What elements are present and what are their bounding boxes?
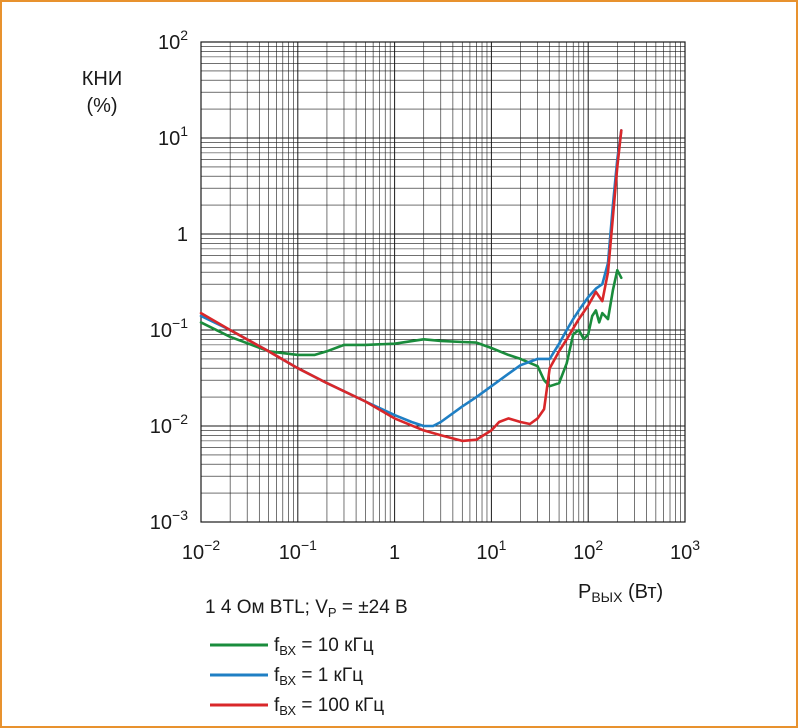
- y-tick-label: 102: [158, 27, 188, 54]
- legend-label-1khz: fВХ = 1 кГц: [274, 665, 363, 688]
- legend-label-100khz: fВХ = 100 кГц: [274, 695, 384, 718]
- series-line-10khz: [199, 268, 623, 388]
- y-tick-label: 1: [177, 224, 188, 246]
- y-tick-label: 10−3: [150, 507, 188, 534]
- legend-item-1khz: fВХ = 1 кГц: [210, 665, 363, 688]
- plot-area-border: [200, 41, 686, 523]
- x-axis-label-unit: (Вт): [622, 581, 663, 603]
- legend-item-10khz: fВХ = 10 кГц: [210, 635, 374, 658]
- x-tick-label: 10−1: [279, 537, 317, 564]
- x-axis-label: PВЫХ (Вт): [578, 581, 663, 605]
- x-tick-labels: 10−2 10−1 1 101 102 103: [182, 537, 700, 564]
- x-tick-label: 10−2: [182, 537, 220, 564]
- series-line-100khz: [199, 129, 623, 443]
- condition-prefix: 1 4 Ом BTL; V: [205, 597, 328, 618]
- x-tick-label: 103: [670, 537, 700, 564]
- x-tick-label: 101: [476, 537, 506, 564]
- legend: fВХ = 10 кГц fВХ = 1 кГц fВХ = 100 кГц: [210, 635, 384, 718]
- x-axis-label-sub: ВЫХ: [591, 589, 623, 605]
- condition-suffix: = ±24 В: [337, 597, 408, 618]
- y-tick-label: 10−2: [150, 411, 188, 438]
- grid: [200, 42, 685, 523]
- x-axis-label-main: P: [578, 581, 591, 603]
- series-line-1khz: [199, 129, 623, 428]
- legend-label-10khz: fВХ = 10 кГц: [274, 635, 374, 658]
- series-lines: [199, 129, 623, 443]
- test-condition: 1 4 Ом BTL; VP = ±24 В: [205, 597, 408, 620]
- condition-sub: P: [328, 605, 337, 620]
- legend-item-100khz: fВХ = 100 кГц: [210, 695, 384, 718]
- y-tick-label: 101: [158, 123, 188, 150]
- y-axis-label-line2: (%): [86, 95, 117, 117]
- x-tick-label: 102: [573, 537, 603, 564]
- y-axis-label-line1: КНИ: [82, 68, 122, 90]
- y-tick-label: 10−1: [150, 315, 188, 342]
- x-tick-label: 1: [389, 542, 400, 564]
- y-tick-labels: 10−3 10−2 10−1 1 101 102: [150, 27, 188, 534]
